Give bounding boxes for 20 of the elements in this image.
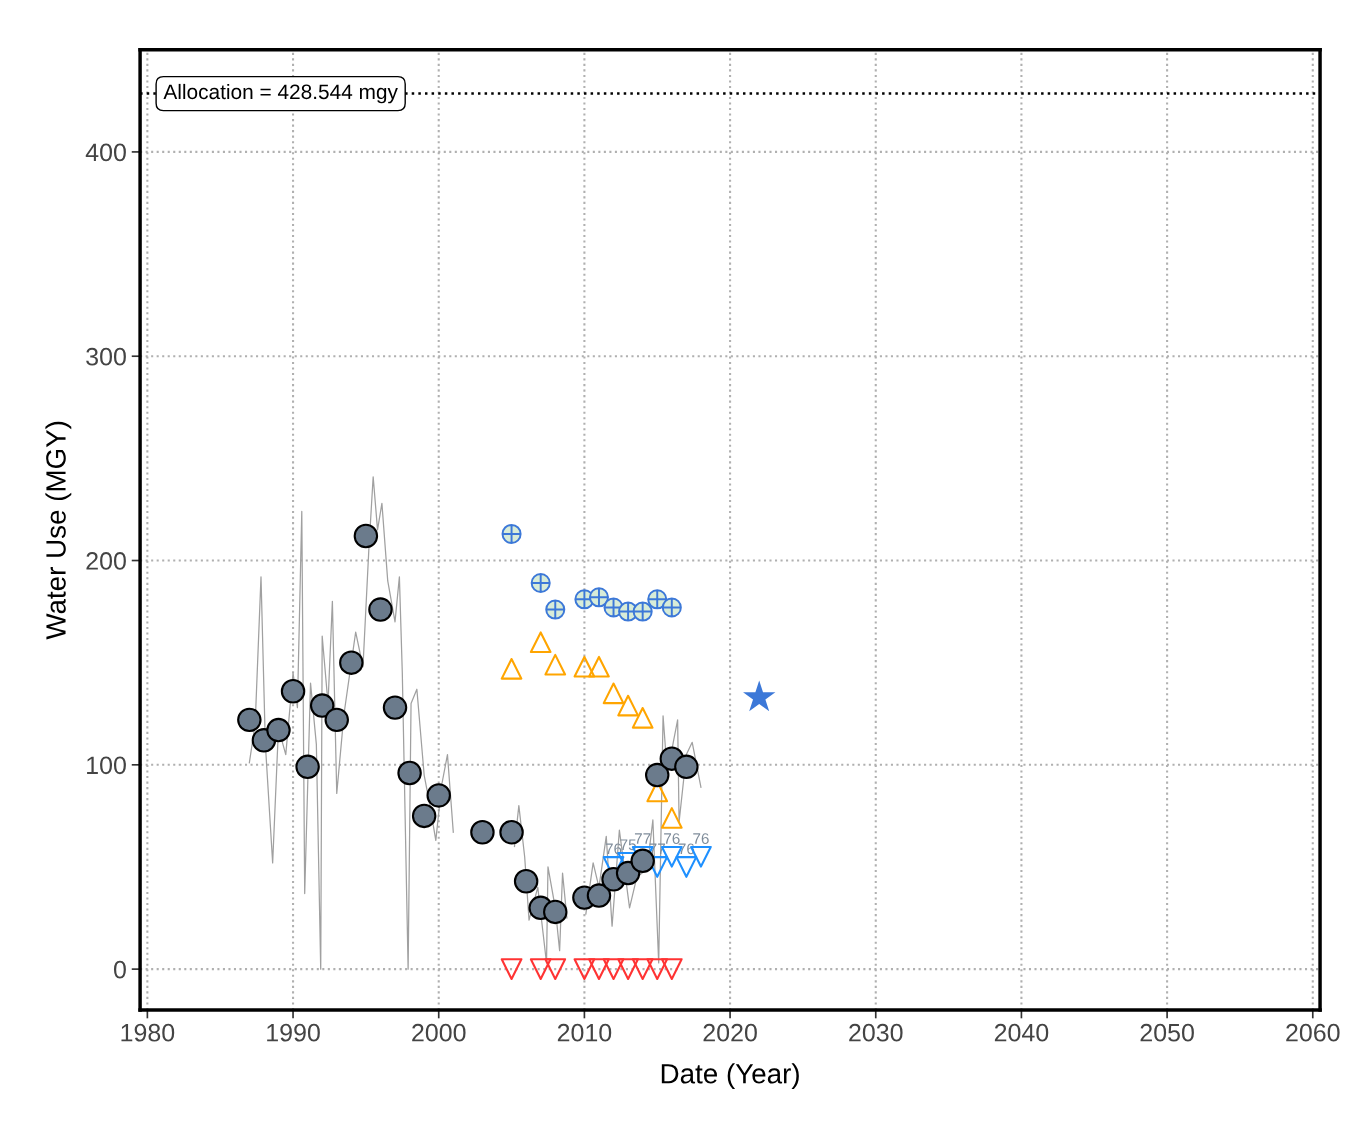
y-tick-label: 200 bbox=[86, 552, 126, 570]
x-tick-label: 2010 bbox=[557, 1023, 612, 1042]
y-tick-label: 400 bbox=[85, 143, 126, 162]
annotation: 76 bbox=[693, 833, 709, 845]
x-tick-label: 2060 bbox=[1286, 1023, 1340, 1042]
x-tick-label: 2040 bbox=[994, 1023, 1049, 1042]
annotation: 77 bbox=[634, 833, 651, 844]
y-tick-label: 100 bbox=[87, 756, 126, 775]
x-tick-label: 2050 bbox=[1140, 1023, 1194, 1042]
annotation: 76 bbox=[664, 833, 680, 845]
y-tick-label: 300 bbox=[86, 347, 126, 366]
ref-line-label: Allocation = 428.544 mgy bbox=[163, 83, 398, 104]
x-axis-title: Date (Year) bbox=[661, 1063, 799, 1090]
x-tick-label: 2020 bbox=[703, 1023, 757, 1042]
y-axis-title: Water Use (MGY) bbox=[45, 421, 72, 640]
x-tick-label: 2000 bbox=[412, 1023, 466, 1042]
x-tick-label: 1990 bbox=[267, 1023, 320, 1042]
x-tick-label: 2030 bbox=[849, 1023, 903, 1042]
y-tick-label: 0 bbox=[113, 960, 126, 979]
x-tick-label: 1980 bbox=[121, 1023, 175, 1042]
